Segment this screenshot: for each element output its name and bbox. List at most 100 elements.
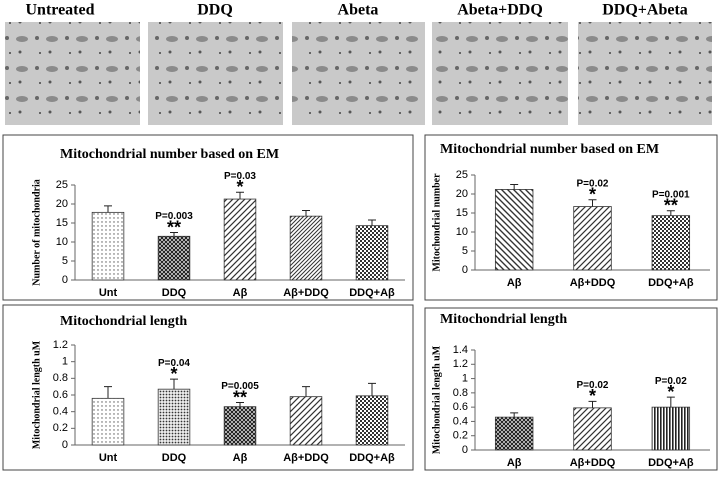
- bar: [573, 407, 612, 451]
- error-bar: [104, 386, 112, 399]
- p-value-label: P=0.003: [155, 211, 193, 222]
- y-tick-label: 0.2: [53, 422, 68, 434]
- y-tick-label: 5: [462, 245, 468, 257]
- em-image: [5, 22, 140, 125]
- bar: [91, 211, 125, 281]
- y-tick-label: 0: [462, 444, 468, 456]
- image-label: Abeta: [338, 2, 379, 19]
- x-tick-label: Aβ+DDQ: [283, 287, 329, 299]
- x-tick-label: Aβ: [507, 457, 522, 469]
- y-tick-label: 1.2: [453, 358, 468, 370]
- chart-title: Mitochondrial number based on EM: [440, 142, 659, 157]
- significance-star: **: [664, 195, 678, 215]
- em-image: [292, 22, 425, 125]
- error-bar: [368, 382, 376, 396]
- bar: [651, 215, 691, 271]
- x-tick-label: Aβ+DDQ: [570, 457, 616, 469]
- x-tick-label: Aβ+DDQ: [570, 277, 616, 289]
- error-bar: [588, 199, 597, 207]
- x-tick-label: DDQ+Aβ: [349, 452, 395, 464]
- p-value-label: P=0.02: [577, 178, 609, 189]
- y-axis-label: Mitochondrial number: [431, 173, 442, 272]
- significance-star: *: [170, 364, 177, 384]
- significance-star: *: [667, 382, 674, 402]
- y-axis-label: Number of mitochondria: [31, 179, 42, 285]
- y-tick-label: 20: [56, 198, 68, 210]
- x-tick-label: Unt: [99, 452, 118, 464]
- y-tick-label: 1: [462, 372, 468, 384]
- x-tick-label: DDQ: [162, 452, 187, 464]
- y-tick-label: 5: [62, 255, 68, 267]
- x-tick-label: DDQ: [162, 287, 187, 299]
- y-tick-label: 10: [456, 226, 468, 238]
- x-tick-label: DDQ+Aβ: [648, 457, 694, 469]
- em-images: Untreated DDQ Abeta Abeta+DDQ DDQ+Abeta: [5, 2, 712, 125]
- y-tick-label: 0: [462, 264, 468, 276]
- y-tick-label: 0.6: [53, 389, 68, 401]
- bar: [355, 395, 389, 446]
- bar: [223, 198, 257, 281]
- significance-star: *: [589, 386, 596, 406]
- image-label: DDQ: [197, 2, 233, 19]
- error-bar: [302, 209, 310, 217]
- error-bar: [666, 210, 675, 216]
- error-bar: [368, 219, 376, 226]
- p-value-label: P=0.03: [224, 171, 256, 182]
- bar: [289, 215, 323, 281]
- em-image: [578, 22, 712, 125]
- y-tick-label: 25: [456, 169, 468, 181]
- y-tick-label: 0.2: [453, 430, 468, 442]
- x-tick-label: Aβ: [233, 287, 248, 299]
- image-label: Untreated: [25, 2, 94, 19]
- x-tick-label: Aβ+DDQ: [283, 452, 329, 464]
- error-bar: [510, 184, 519, 190]
- x-tick-label: Aβ: [507, 277, 522, 289]
- panel-frame: [424, 134, 718, 301]
- em-image: [148, 22, 283, 125]
- error-bar: [104, 205, 112, 213]
- y-tick-label: 10: [56, 236, 68, 248]
- chart-title: Mitochondrial number based on EM: [60, 147, 279, 162]
- significance-star: *: [236, 177, 243, 197]
- x-tick-label: DDQ+Aβ: [349, 287, 395, 299]
- y-tick-label: 0: [62, 439, 68, 451]
- y-tick-label: 0: [62, 274, 68, 286]
- y-tick-label: 20: [456, 188, 468, 200]
- x-tick-label: DDQ+Aβ: [648, 277, 694, 289]
- bar: [355, 225, 389, 281]
- panel-frame: [424, 307, 718, 471]
- y-tick-label: 15: [56, 217, 68, 229]
- y-tick-label: 0.8: [453, 387, 468, 399]
- y-axis-label: Mitochondrial length uM: [31, 340, 42, 449]
- y-tick-label: 0.8: [53, 372, 68, 384]
- y-axis-label: Mitochondrial length uM: [431, 345, 442, 454]
- error-bar: [510, 412, 519, 418]
- panel-frame: [2, 304, 414, 471]
- y-tick-label: 1.4: [453, 344, 468, 356]
- y-tick-label: 25: [56, 179, 68, 191]
- p-value-label: P=0.005: [221, 381, 259, 392]
- p-value-label: P=0.02: [577, 380, 609, 391]
- error-bar: [170, 378, 178, 390]
- chart-title: Mitochondrial length: [440, 312, 567, 327]
- y-tick-label: 1.2: [53, 339, 68, 351]
- significance-star: **: [167, 217, 181, 237]
- significance-star: *: [589, 184, 596, 204]
- bar: [651, 406, 691, 451]
- bar: [573, 206, 612, 271]
- p-value-label: P=0.02: [655, 376, 687, 387]
- y-tick-label: 0.4: [453, 415, 468, 427]
- error-bar: [236, 191, 244, 200]
- panel-frame: [2, 134, 414, 301]
- image-label: Abeta+DDQ: [457, 2, 543, 19]
- error-bar: [170, 232, 178, 237]
- bar: [494, 416, 534, 451]
- y-tick-label: 0.4: [53, 406, 68, 418]
- p-value-label: P=0.04: [158, 358, 190, 369]
- image-label: DDQ+Abeta: [602, 2, 688, 19]
- y-tick-label: 15: [456, 207, 468, 219]
- y-tick-label: 0.6: [453, 401, 468, 413]
- p-value-label: P=0.001: [652, 189, 690, 200]
- y-tick-label: 1: [62, 356, 68, 368]
